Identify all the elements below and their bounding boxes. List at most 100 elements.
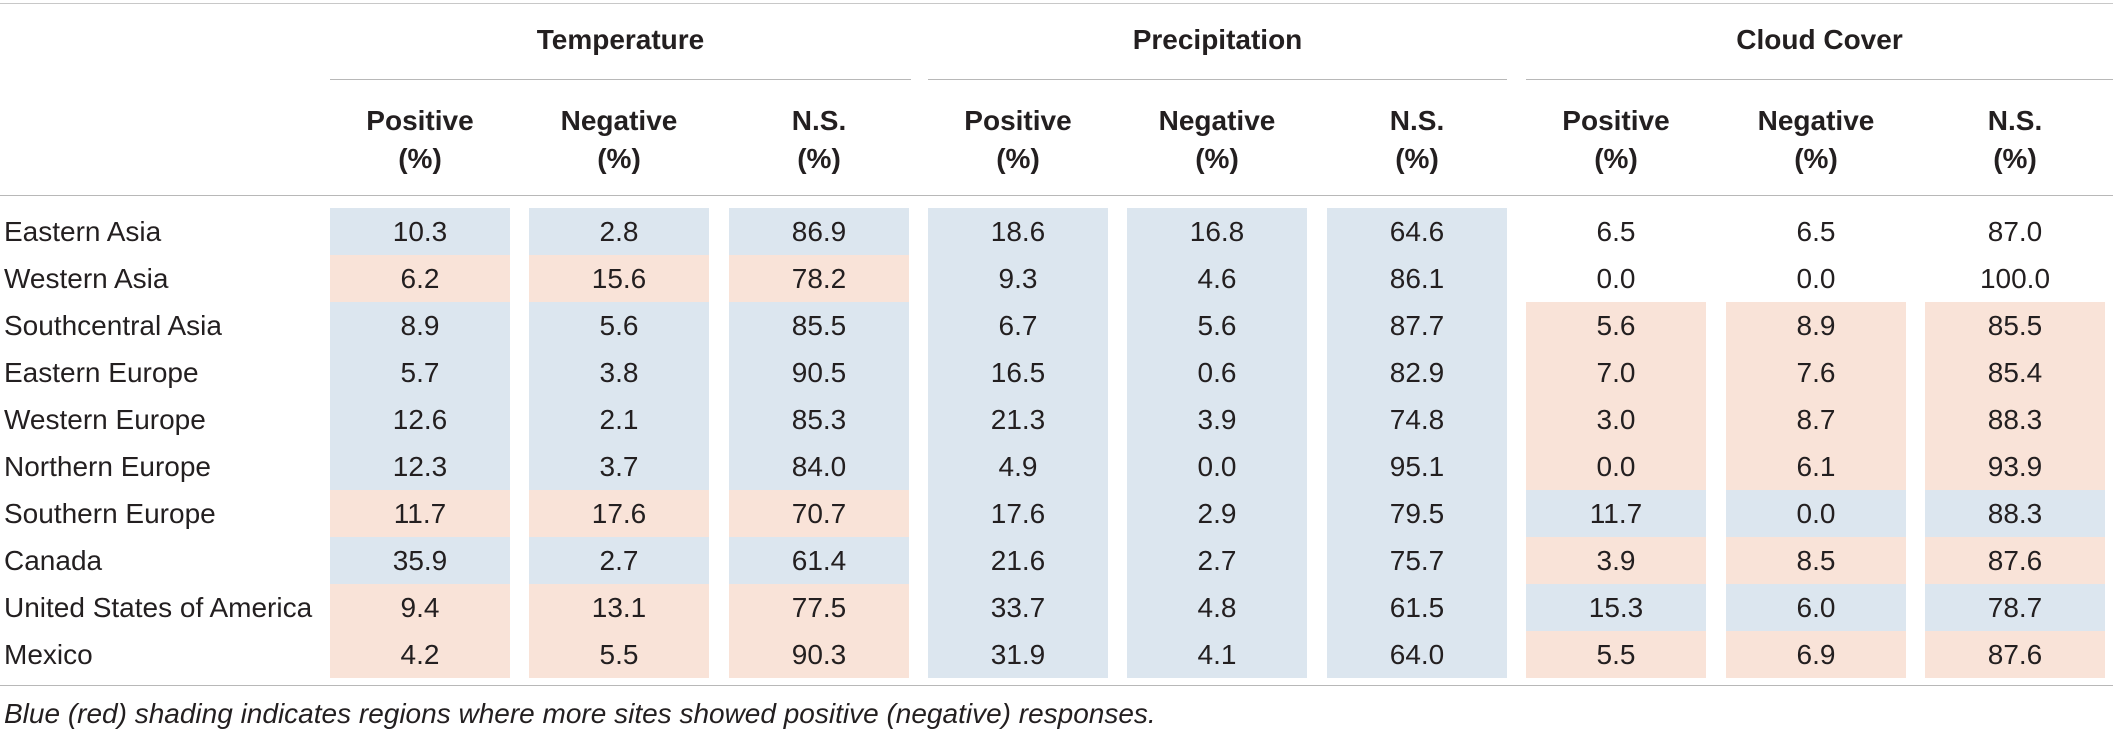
table-cell: 88.3 (1925, 396, 2105, 443)
column-header-unit: (%) (398, 143, 442, 174)
group-header: Cloud Cover (1736, 24, 1903, 55)
table-cell: 18.6 (928, 208, 1108, 255)
column-header-unit: (%) (996, 143, 1040, 174)
table-cell: 4.1 (1127, 631, 1307, 678)
table-cell: 4.2 (330, 631, 510, 678)
table-cell: 7.0 (1526, 349, 1706, 396)
region-label: United States of America (4, 592, 313, 623)
table-cell: 8.5 (1726, 537, 1906, 584)
table-cell: 11.7 (1526, 490, 1706, 537)
table-cell: 85.4 (1925, 349, 2105, 396)
column-header-label: N.S. (791, 105, 847, 136)
table-cell: 5.6 (1526, 302, 1706, 349)
table-cell: 5.5 (1526, 631, 1706, 678)
table-cell: 10.3 (330, 208, 510, 255)
group-header: Temperature (536, 24, 705, 55)
table-cell: 78.2 (729, 255, 909, 302)
table-cell: 2.7 (529, 537, 709, 584)
table-cell: 3.8 (529, 349, 709, 396)
table-cell: 2.8 (529, 208, 709, 255)
table-cell: 11.7 (330, 490, 510, 537)
table-cell: 12.6 (330, 396, 510, 443)
table-cell: 35.9 (330, 537, 510, 584)
column-header: Positive (%) (330, 102, 510, 178)
table-cell: 0.0 (1726, 490, 1906, 537)
region-label: Northern Europe (4, 451, 212, 482)
table-cell: 90.3 (729, 631, 909, 678)
column-header-unit: (%) (1794, 143, 1838, 174)
table-cell: 79.5 (1327, 490, 1507, 537)
table-cell: 4.9 (928, 443, 1108, 490)
column-header-label: Negative (1158, 105, 1276, 136)
table-cell: 86.1 (1327, 255, 1507, 302)
column-header-label: Positive (1562, 105, 1670, 136)
table-cell: 7.6 (1726, 349, 1906, 396)
column-header: Negative (%) (1726, 102, 1906, 178)
column-header-label: Negative (560, 105, 678, 136)
table-cell: 5.7 (330, 349, 510, 396)
region-label: Eastern Europe (4, 357, 199, 388)
table-cell: 0.0 (1526, 443, 1706, 490)
column-header: Positive (%) (928, 102, 1108, 178)
table-cell: 88.3 (1925, 490, 2105, 537)
region-label: Western Europe (4, 404, 206, 435)
header-rule (0, 195, 2113, 196)
column-header-label: Positive (366, 105, 474, 136)
table-cell: 15.3 (1526, 584, 1706, 631)
column-header-unit: (%) (797, 143, 841, 174)
table-cell: 5.6 (1127, 302, 1307, 349)
table-top-rule (0, 3, 2113, 4)
region-label: Southern Europe (4, 498, 216, 529)
table-cell: 6.9 (1726, 631, 1906, 678)
group-rule (330, 79, 911, 80)
table-cell: 6.0 (1726, 584, 1906, 631)
column-header-label: Negative (1757, 105, 1875, 136)
group-rule (1526, 79, 2113, 80)
table-cell: 61.4 (729, 537, 909, 584)
table-cell: 6.5 (1596, 216, 1636, 247)
column-header-label: Positive (964, 105, 1072, 136)
table-footnote: Blue (red) shading indicates regions whe… (4, 698, 1156, 729)
table-cell: 90.5 (729, 349, 909, 396)
table-cell: 86.9 (729, 208, 909, 255)
table-cell: 77.5 (729, 584, 909, 631)
table-cell: 21.3 (928, 396, 1108, 443)
table-cell: 100.0 (1979, 263, 2051, 294)
table-cell: 5.6 (529, 302, 709, 349)
region-label: Southcentral Asia (4, 310, 222, 341)
column-header: Negative (%) (529, 102, 709, 178)
table-cell: 85.5 (1925, 302, 2105, 349)
table-cell: 85.5 (729, 302, 909, 349)
region-label: Western Asia (4, 263, 169, 294)
column-header-unit: (%) (1993, 143, 2037, 174)
table-cell: 12.3 (330, 443, 510, 490)
table-cell: 64.6 (1327, 208, 1507, 255)
table-cell: 16.5 (928, 349, 1108, 396)
table-cell: 9.3 (928, 255, 1108, 302)
table-cell: 2.1 (529, 396, 709, 443)
column-header-label: N.S. (1987, 105, 2043, 136)
table-cell: 3.0 (1526, 396, 1706, 443)
table-cell: 9.4 (330, 584, 510, 631)
table-cell: 33.7 (928, 584, 1108, 631)
region-label: Mexico (4, 639, 93, 670)
table-cell: 84.0 (729, 443, 909, 490)
column-header-unit: (%) (597, 143, 641, 174)
table-cell: 6.7 (928, 302, 1108, 349)
table-cell: 64.0 (1327, 631, 1507, 678)
table-cell: 17.6 (928, 490, 1108, 537)
table-cell: 95.1 (1327, 443, 1507, 490)
table-cell: 16.8 (1127, 208, 1307, 255)
table-cell: 8.9 (330, 302, 510, 349)
table-cell: 2.7 (1127, 537, 1307, 584)
table-cell: 15.6 (529, 255, 709, 302)
table-cell: 0.6 (1127, 349, 1307, 396)
column-header-unit: (%) (1594, 143, 1638, 174)
table-cell: 3.9 (1127, 396, 1307, 443)
column-header: N.S. (%) (1327, 102, 1507, 178)
table-cell: 8.7 (1726, 396, 1906, 443)
column-header-unit: (%) (1395, 143, 1439, 174)
table-cell: 70.7 (729, 490, 909, 537)
table-bottom-rule (0, 685, 2113, 686)
table-cell: 5.5 (529, 631, 709, 678)
